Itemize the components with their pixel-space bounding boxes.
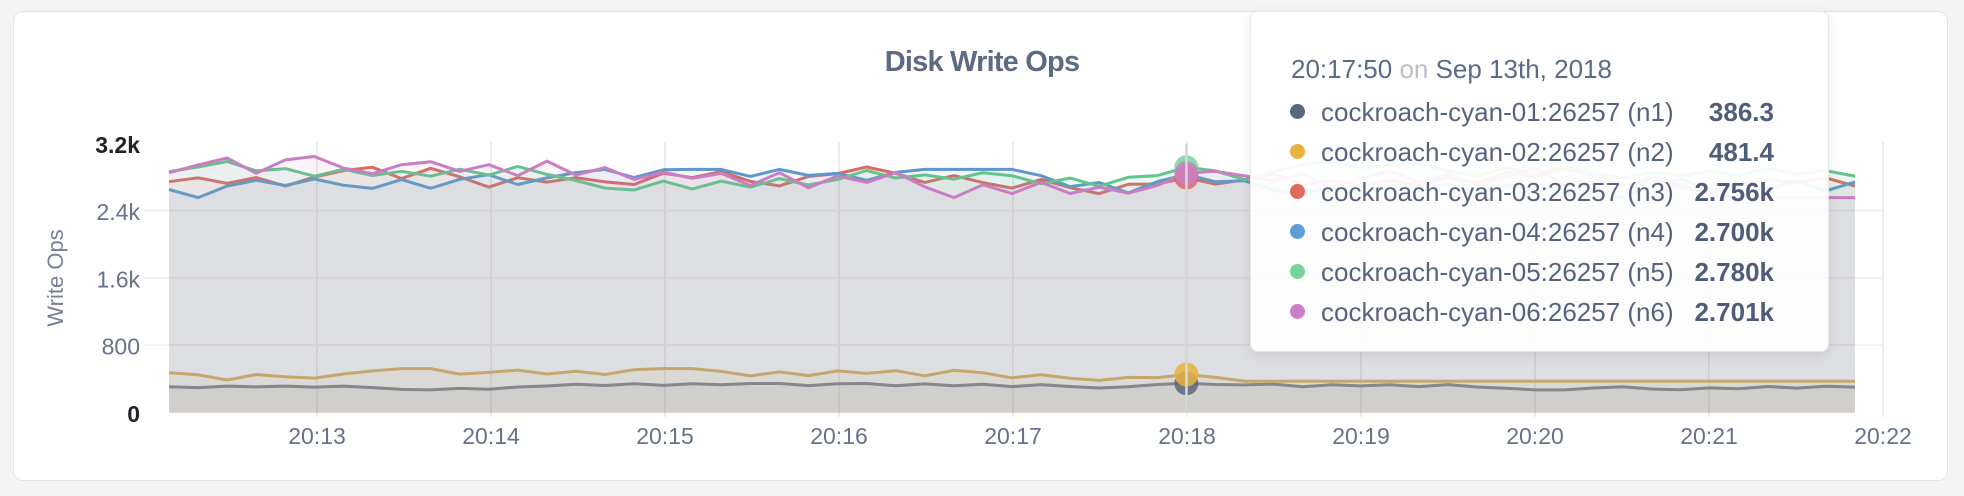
svg-text:2.4k: 2.4k: [97, 199, 141, 225]
svg-text:800: 800: [102, 334, 140, 360]
svg-text:20:19: 20:19: [1332, 423, 1390, 449]
svg-text:20:17: 20:17: [984, 423, 1042, 449]
svg-text:20:22: 20:22: [1854, 423, 1912, 449]
svg-text:20:18: 20:18: [1158, 423, 1216, 449]
svg-text:20:16: 20:16: [810, 423, 868, 449]
svg-text:20:21: 20:21: [1680, 423, 1738, 449]
svg-text:0: 0: [127, 401, 140, 427]
svg-text:Write Ops: Write Ops: [43, 229, 68, 326]
svg-text:20:15: 20:15: [636, 423, 694, 449]
svg-text:1.6k: 1.6k: [97, 267, 141, 293]
svg-text:3.2k: 3.2k: [95, 132, 140, 158]
svg-text:20:14: 20:14: [462, 423, 520, 449]
svg-text:20:13: 20:13: [288, 423, 346, 449]
svg-text:20:20: 20:20: [1506, 423, 1564, 449]
